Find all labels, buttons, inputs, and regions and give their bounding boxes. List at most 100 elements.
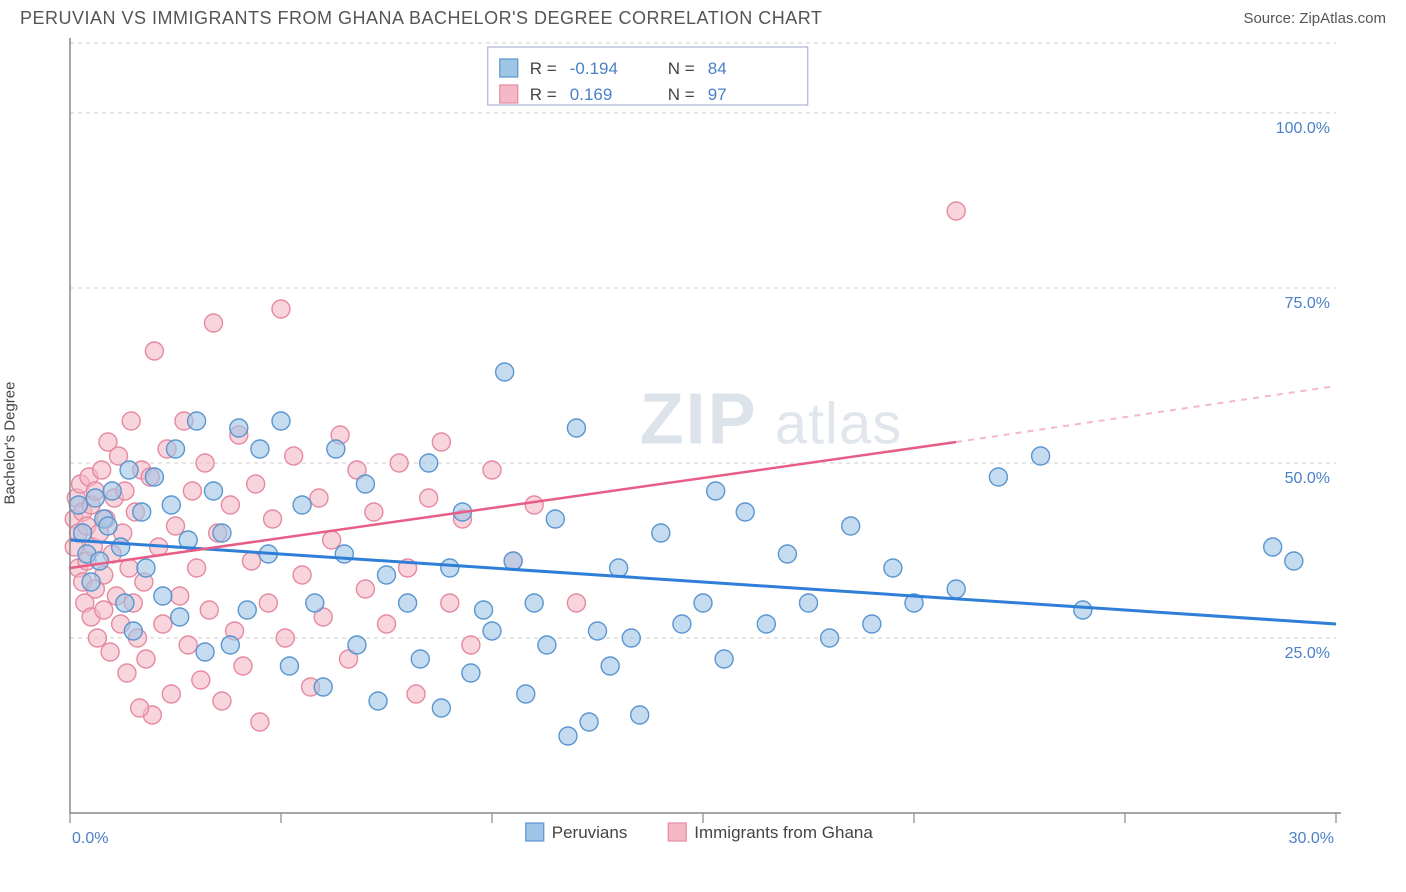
source-attribution: Source: ZipAtlas.com [1243,10,1386,27]
watermark: ZIP [640,379,758,459]
scatter-point-blue [559,727,577,745]
scatter-point-blue [475,601,493,619]
scatter-point-blue [238,601,256,619]
scatter-point-blue [280,657,298,675]
scatter-point-pink [947,202,965,220]
scatter-point-blue [335,545,353,563]
scatter-point-blue [399,594,417,612]
scatter-point-blue [821,629,839,647]
scatter-point-blue [103,482,121,500]
scatter-point-pink [310,489,328,507]
scatter-point-pink [264,510,282,528]
y-tick-label: 25.0% [1285,645,1330,662]
scatter-point-blue [1264,538,1282,556]
scatter-point-pink [200,601,218,619]
scatter-point-blue [145,468,163,486]
scatter-point-blue [230,419,248,437]
scatter-point-blue [504,552,522,570]
scatter-point-pink [525,496,543,514]
scatter-point-pink [407,685,425,703]
scatter-point-pink [192,671,210,689]
scatter-point-blue [213,524,231,542]
scatter-point-blue [947,580,965,598]
scatter-point-pink [101,643,119,661]
scatter-point-blue [348,636,366,654]
scatter-point-pink [272,300,290,318]
x-tick-label: 30.0% [1289,830,1334,847]
scatter-point-blue [91,552,109,570]
legend-r-label: R = [530,85,557,104]
scatter-point-pink [365,503,383,521]
scatter-point-blue [863,615,881,633]
scatter-point-blue [167,440,185,458]
scatter-point-pink [131,699,149,717]
scatter-point-blue [800,594,818,612]
scatter-point-blue [842,517,860,535]
legend-swatch [500,85,518,103]
scatter-point-pink [196,454,214,472]
scatter-point-blue [1032,447,1050,465]
legend-r-value: 0.169 [570,85,613,104]
y-tick-label: 50.0% [1285,470,1330,487]
scatter-point-blue [369,692,387,710]
y-tick-label: 100.0% [1276,120,1330,137]
scatter-point-pink [432,433,450,451]
scatter-point-blue [82,573,100,591]
scatter-point-blue [736,503,754,521]
scatter-point-pink [183,482,201,500]
scatter-point-blue [884,559,902,577]
scatter-point-pink [118,664,136,682]
page-title: PERUVIAN VS IMMIGRANTS FROM GHANA BACHEL… [20,8,822,29]
scatter-point-blue [517,685,535,703]
scatter-point-blue [622,629,640,647]
scatter-point-blue [538,636,556,654]
scatter-point-blue [525,594,543,612]
scatter-point-blue [116,594,134,612]
scatter-point-blue [133,503,151,521]
scatter-point-blue [610,559,628,577]
scatter-point-blue [86,489,104,507]
scatter-point-blue [580,713,598,731]
scatter-point-pink [483,461,501,479]
legend-r-value: -0.194 [570,59,618,78]
correlation-chart: Bachelor's Degree ZIPatlas0.0%30.0%25.0%… [20,33,1386,853]
scatter-point-pink [162,685,180,703]
scatter-point-blue [120,461,138,479]
scatter-point-blue [673,615,691,633]
trend-line-pink-extrapolated [956,386,1336,442]
scatter-point-blue [137,559,155,577]
scatter-point-pink [390,454,408,472]
scatter-point-pink [171,587,189,605]
scatter-point-blue [188,412,206,430]
scatter-point-blue [694,594,712,612]
scatter-point-blue [69,496,87,514]
legend-n-value: 97 [708,85,727,104]
scatter-point-pink [323,531,341,549]
scatter-point-blue [441,559,459,577]
scatter-point-pink [251,713,269,731]
chart-svg: ZIPatlas0.0%30.0%25.0%50.0%75.0%100.0%R … [20,33,1386,853]
scatter-point-blue [162,496,180,514]
legend-swatch [668,823,686,841]
scatter-point-blue [411,650,429,668]
scatter-point-blue [154,587,172,605]
scatter-point-blue [1074,601,1092,619]
scatter-point-blue [293,496,311,514]
scatter-point-blue [546,510,564,528]
scatter-point-blue [462,664,480,682]
scatter-point-blue [715,650,733,668]
scatter-point-pink [247,475,265,493]
scatter-point-pink [88,629,106,647]
scatter-point-pink [137,650,155,668]
scatter-point-pink [378,615,396,633]
scatter-point-blue [601,657,619,675]
legend-n-value: 84 [708,59,727,78]
legend-n-label: N = [668,59,695,78]
scatter-point-pink [154,615,172,633]
legend-n-label: N = [668,85,695,104]
legend-swatch [526,823,544,841]
scatter-point-blue [356,475,374,493]
scatter-point-pink [420,489,438,507]
scatter-point-pink [356,580,374,598]
scatter-point-blue [124,622,142,640]
